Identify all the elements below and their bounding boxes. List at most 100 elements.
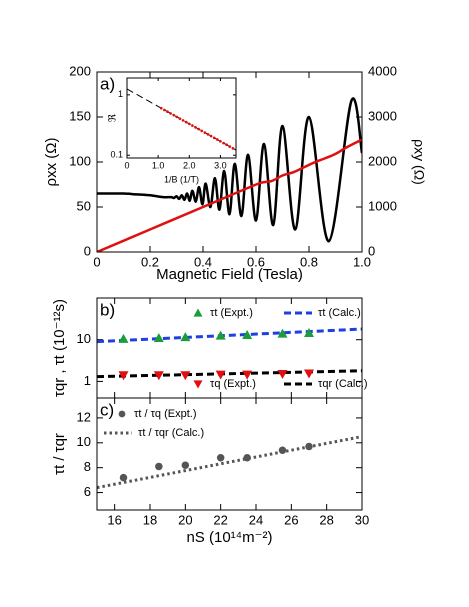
x-tick-label: 1.0 (353, 254, 371, 269)
x-tick-label: 2.0 (183, 160, 196, 170)
x-tick-label: 0 (93, 254, 100, 269)
x-axis-label: nS (10¹⁴m⁻²) (186, 529, 272, 546)
marker (193, 380, 203, 389)
marker (215, 370, 226, 380)
marker (180, 371, 191, 381)
marker (184, 120, 188, 124)
marker (187, 122, 191, 126)
y-tick-label: 10 (77, 331, 91, 346)
y2-axis-label: ρxy (Ω) (411, 139, 427, 185)
marker (169, 112, 172, 115)
legend-label: τq (Expt.) (210, 378, 256, 390)
marker (163, 108, 166, 112)
panel: 16 18 20 22 24 26 28 30 6 8 10 12 τt / τq (Expt.) τt … (51, 397, 369, 546)
y-tick-label: 10 (77, 434, 91, 449)
y-tick-label: 50 (77, 198, 91, 213)
y-tick-label: 12 (77, 409, 91, 424)
y-tick-label: 200 (69, 63, 91, 78)
marker (200, 129, 204, 133)
marker (277, 328, 288, 338)
x-tick-label: 1.0 (152, 160, 165, 170)
panel: 0 1.0 2.0 3.0 0.1 1 1/B (1/T) ℜ (108, 77, 237, 184)
marker (242, 370, 253, 380)
y-tick-label: 1 (118, 89, 123, 99)
y2-tick-label: 2000 (368, 153, 397, 168)
data-line (97, 138, 362, 252)
marker (193, 308, 203, 317)
marker (191, 124, 194, 127)
data-line (97, 435, 362, 490)
y-tick-label: 6 (84, 484, 91, 499)
x-tick-label: 22 (213, 512, 227, 527)
marker (118, 333, 129, 343)
marker (242, 329, 253, 339)
x-tick-label: 0.8 (300, 254, 318, 269)
marker (215, 330, 226, 340)
y-tick-label: 150 (69, 108, 91, 123)
marker (197, 127, 200, 131)
panel-label: c) (100, 400, 114, 419)
x-axis-label: Magnetic Field (Tesla) (156, 266, 303, 283)
marker (209, 134, 213, 138)
marker (118, 371, 129, 381)
marker (243, 453, 251, 462)
legend-label: τt (Calc.) (318, 307, 361, 319)
x-tick-label: 16 (107, 512, 121, 527)
x-tick-label: 0.4 (194, 254, 212, 269)
x-tick-label: 28 (319, 512, 333, 527)
x-tick-label: 3.0 (214, 160, 227, 170)
marker (118, 410, 126, 418)
marker (194, 126, 197, 129)
marker (181, 119, 185, 122)
marker (228, 145, 232, 148)
marker (206, 132, 210, 136)
marker (278, 446, 287, 455)
y2-tick-label: 1000 (368, 198, 397, 213)
panel: 1 10 τt (Expt.) τt (Calc.) τq (Expt.) τqr (Ca… (51, 297, 368, 399)
marker (222, 141, 225, 145)
marker (153, 371, 164, 381)
marker (305, 442, 313, 451)
legend-label: τt (Expt.) (210, 307, 253, 319)
x-tick-label: 26 (284, 512, 298, 527)
x-tick-label: 0 (124, 160, 129, 170)
legend-label: τqr (Calc.) (318, 378, 368, 390)
marker (212, 136, 216, 140)
y-tick-label: 0 (84, 243, 91, 258)
plot-frame (126, 77, 237, 159)
y2-tick-label: 0 (368, 243, 375, 258)
y-axis-label: τt / τqr (51, 433, 68, 475)
y-axis-label: τqr , τt (10⁻¹²s) (51, 299, 68, 397)
marker (277, 370, 288, 380)
marker (166, 110, 169, 114)
marker (231, 147, 235, 150)
x-tick-label: 30 (355, 512, 369, 527)
inset-background (127, 78, 236, 158)
y-axis-label: ρxx (Ω) (43, 138, 60, 187)
marker (175, 115, 179, 119)
x-tick-label: 18 (143, 512, 157, 527)
data-line (97, 369, 362, 379)
panel-label: a) (100, 74, 115, 93)
y-tick-label: 8 (84, 459, 91, 474)
marker (155, 462, 163, 471)
marker (215, 138, 219, 141)
marker (119, 473, 128, 482)
x-axis-label: 1/B (1/T) (164, 174, 199, 184)
marker (225, 143, 229, 147)
legend-label: τt / τqr (Calc.) (138, 427, 204, 439)
marker (203, 131, 207, 134)
y-tick-label: 0.1 (110, 150, 123, 160)
plot-frame (96, 71, 363, 253)
marker (178, 117, 182, 121)
plot-frame (96, 397, 363, 511)
marker (153, 332, 164, 342)
x-tick-label: 0.6 (247, 254, 265, 269)
panel-label: b) (100, 300, 115, 319)
marker (180, 332, 191, 342)
marker (159, 106, 163, 110)
y-axis-label: ℜ (108, 113, 119, 122)
marker (216, 453, 225, 462)
y2-tick-label: 4000 (368, 63, 397, 78)
